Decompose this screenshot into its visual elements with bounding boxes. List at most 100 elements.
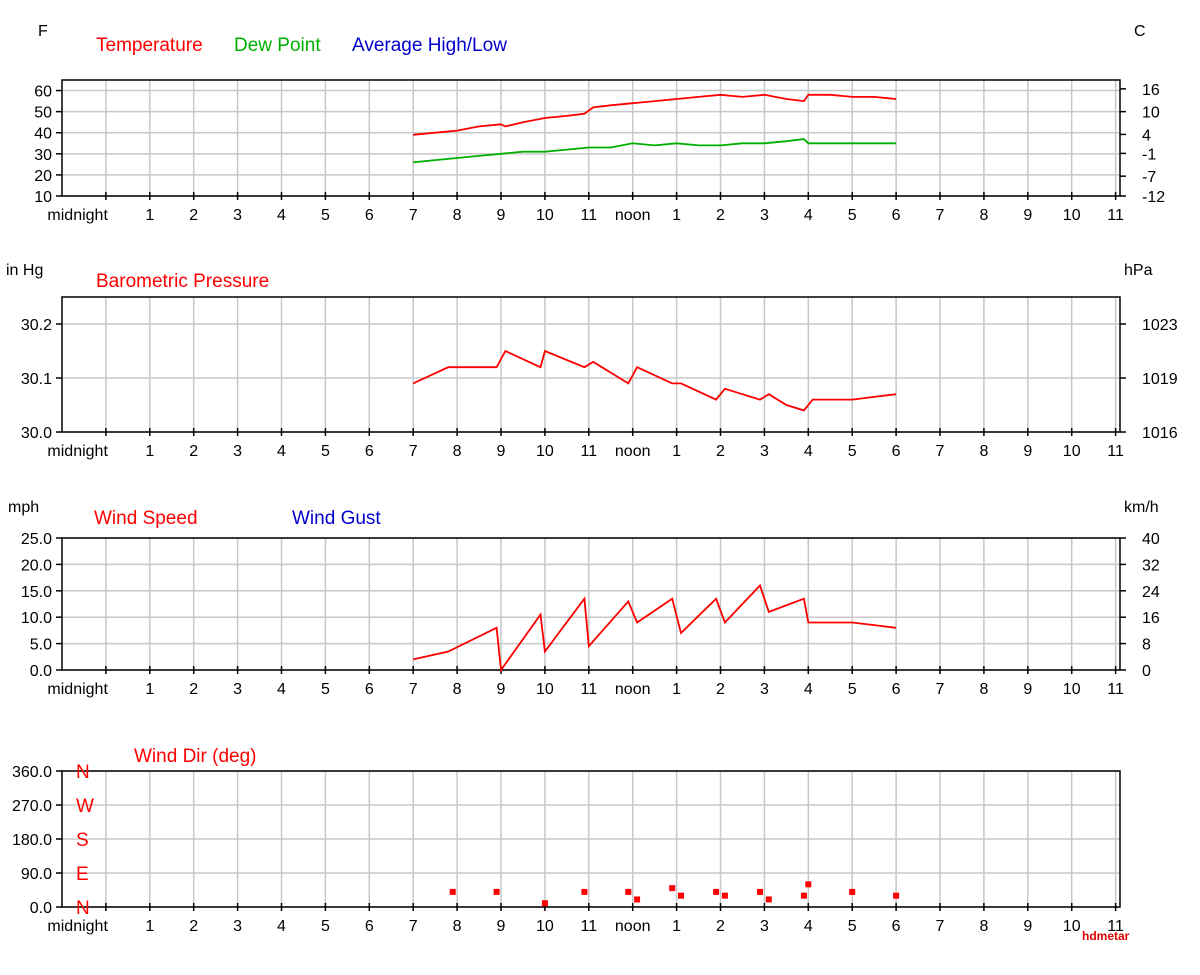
x-tick-label: 8	[979, 681, 988, 698]
x-tick-label: 6	[892, 443, 901, 460]
x-tick-label: 11	[1107, 443, 1124, 460]
x-tick-label: 5	[321, 207, 330, 224]
x-tick-label: 8	[453, 918, 462, 935]
x-tick-label: 5	[848, 207, 857, 224]
x-tick-label: 7	[409, 918, 418, 935]
x-tick-label: 9	[497, 918, 506, 935]
x-tick-label: 10	[1063, 443, 1081, 460]
x-tick-label: 10	[536, 443, 554, 460]
y-tick-label-left: 0.0	[30, 663, 52, 680]
y-tick-label-left: 60	[34, 84, 52, 101]
x-tick-label: 1	[145, 918, 154, 935]
plot-frame	[61, 296, 1121, 433]
x-tick-label: 11	[1107, 681, 1124, 698]
x-tick-label: 2	[189, 918, 198, 935]
y-tick-label-right: -1	[1142, 146, 1156, 163]
x-tick-label: 1	[672, 918, 681, 935]
x-tick-label: noon	[615, 918, 651, 935]
y-tick-label-left: 10.0	[21, 610, 52, 627]
x-tick-label: 3	[760, 681, 769, 698]
data-point	[757, 888, 764, 895]
x-tick-label: 9	[497, 207, 506, 224]
x-tick-label: 10	[1063, 918, 1081, 935]
x-tick-label: 1	[672, 443, 681, 460]
x-tick-label: 5	[848, 918, 857, 935]
y-tick-label-right: 4	[1142, 127, 1151, 144]
x-tick-label: 10	[536, 207, 554, 224]
x-tick-label: 3	[233, 918, 242, 935]
plot-area	[62, 538, 1120, 670]
y-tick-label-right: 40	[1142, 531, 1160, 548]
x-tick-label: 4	[804, 918, 813, 935]
x-tick-label: 4	[804, 443, 813, 460]
chart-panel-2: midnight 1 2 3 4 5 6 7 8 9 10 11 noon 1 2 3 4 5 6 7 8 9 10 11 30…	[6, 262, 1178, 460]
y-tick-label-right: 1016	[1142, 425, 1178, 442]
legend-entry: Wind Dir (deg)	[134, 746, 256, 767]
y-tick-label-right: 32	[1142, 557, 1160, 574]
x-tick-label: 9	[497, 443, 506, 460]
plot-frame	[61, 79, 1121, 197]
right-unit-label: km/h	[1124, 499, 1159, 516]
x-tick-label: 6	[892, 207, 901, 224]
y-tick-label-left: 30.2	[21, 317, 52, 334]
x-tick-label: 5	[848, 443, 857, 460]
x-tick-label: 9	[1023, 443, 1032, 460]
plot-area	[62, 80, 1120, 196]
x-tick-label: noon	[615, 681, 651, 698]
x-tick-label: 11	[581, 681, 598, 698]
y-tick-label-left: 90.0	[21, 866, 52, 883]
y-tick-label-left: 20.0	[21, 557, 52, 574]
x-tick-label: 2	[716, 207, 725, 224]
x-tick-label: 6	[365, 207, 374, 224]
y-tick-label-right: 0	[1142, 663, 1151, 680]
y-tick-label-right: 16	[1142, 82, 1160, 99]
x-tick-label: 3	[233, 443, 242, 460]
x-tick-label: 5	[321, 681, 330, 698]
legend-entry: Barometric Pressure	[96, 271, 269, 292]
x-tick-label: 1	[145, 207, 154, 224]
x-tick-label: 2	[189, 681, 198, 698]
x-tick-label: 4	[277, 918, 286, 935]
x-tick-label: 11	[581, 443, 598, 460]
data-point	[893, 892, 900, 899]
series-line-2	[413, 138, 897, 164]
y-tick-label-right: 16	[1142, 610, 1160, 627]
data-point	[800, 892, 807, 899]
right-unit-label: C	[1134, 23, 1146, 40]
x-tick-label: 9	[1023, 207, 1032, 224]
y-tick-label-left: 30.1	[21, 371, 52, 388]
x-tick-label: 7	[936, 918, 945, 935]
compass-label: E	[76, 864, 89, 885]
x-tick-label: noon	[615, 443, 651, 460]
x-tick-label: 9	[1023, 918, 1032, 935]
chart-panel-3: midnight 1 2 3 4 5 6 7 8 9 10 11 noon 1 2 3 4 5 6 7 8 9 10 11 0.…	[8, 499, 1160, 698]
y-tick-label-left: 10	[34, 189, 52, 206]
chart-panel-4: midnight 1 2 3 4 5 6 7 8 9 10 11 noon 1 2 3 4 5 6 7 8 9 10 11 0.…	[12, 746, 1124, 935]
legend-entry: Wind Gust	[292, 508, 381, 529]
x-tick-label: 4	[277, 681, 286, 698]
x-tick-label: 2	[716, 443, 725, 460]
x-tick-label: 8	[979, 918, 988, 935]
x-tick-label: 4	[804, 207, 813, 224]
x-tick-label: 3	[233, 681, 242, 698]
y-tick-label-left: 30	[34, 147, 52, 164]
y-tick-label-right: 10	[1142, 105, 1160, 122]
data-point	[721, 892, 728, 899]
data-point	[713, 888, 720, 895]
x-tick-label: midnight	[47, 681, 108, 698]
x-tick-label: 2	[189, 443, 198, 460]
legend-entry: Temperature	[96, 35, 203, 56]
series-line-1	[413, 93, 897, 136]
legend-entry: Average High/Low	[352, 35, 507, 56]
x-tick-label: 8	[453, 207, 462, 224]
x-tick-label: 8	[979, 443, 988, 460]
x-tick-label: 4	[277, 443, 286, 460]
series-line-1	[413, 583, 897, 673]
data-point	[849, 888, 856, 895]
x-tick-label: noon	[615, 207, 651, 224]
y-tick-label-left: 180.0	[12, 832, 52, 849]
series-line-1	[412, 349, 897, 412]
y-tick-label-left: 40	[34, 126, 52, 143]
x-tick-label: 4	[277, 207, 286, 224]
plot-area	[62, 297, 1120, 432]
